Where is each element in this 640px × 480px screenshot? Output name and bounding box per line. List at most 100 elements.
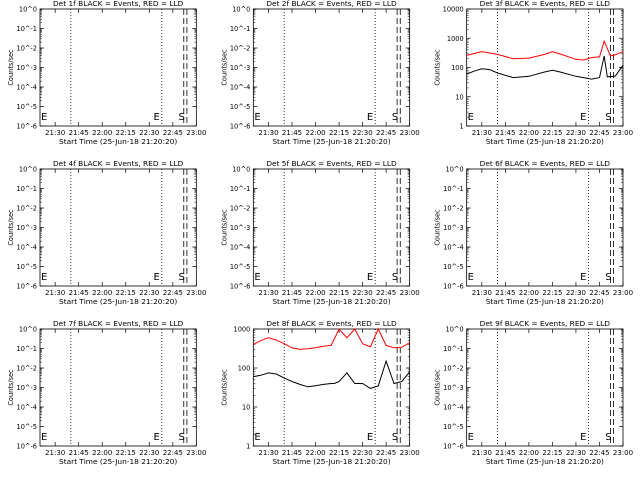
plot-frame (466, 8, 624, 127)
y-tick-label: 10^-2 (443, 365, 464, 373)
plot-frame (252, 8, 411, 127)
plot-frame (252, 328, 411, 447)
y-tick-label: 10^-3 (17, 64, 38, 72)
x-axis-label: Start Time (25-Jun-18 21:20:20) (272, 457, 390, 466)
chart-title: Det 5f BLACK = Events, RED = LLD (266, 159, 397, 168)
chart-panel: Det 2f BLACK = Events, RED = LLD 21:30 21:… (220, 0, 419, 146)
x-tick-label: 21:30 (45, 289, 65, 297)
y-axis-label: Counts/sec (7, 369, 15, 406)
y-tick-label: 10^-4 (443, 404, 464, 412)
y-tick-label: 1000 (234, 326, 251, 334)
chart-title: Det 7f BLACK = Events, RED = LLD (53, 319, 184, 328)
y-tick-label: 10^-2 (17, 45, 38, 53)
chart-panel: Det 7f BLACK = Events, RED = LLD 21:30 21:… (7, 319, 206, 466)
x-tick-label: 23:00 (613, 449, 633, 457)
chart-title: Det 3f BLACK = Events, RED = LLD (480, 0, 611, 8)
y-tick-label: 1000 (447, 35, 464, 43)
x-tick-label: 23:00 (400, 289, 420, 297)
series-line (466, 39, 624, 61)
marker-label: E (468, 432, 474, 443)
y-tick-label: 10^-6 (17, 443, 38, 451)
x-tick-label: 21:30 (45, 449, 65, 457)
x-tick-label: 22:45 (376, 289, 396, 297)
y-axis-label: Counts/sec (220, 209, 228, 246)
x-tick-label: 22:00 (305, 129, 325, 137)
x-tick-label: 21:45 (495, 129, 515, 137)
x-tick-label: 21:45 (495, 449, 515, 457)
y-axis-label: Counts/sec (220, 49, 228, 86)
x-axis-label: Start Time (25-Jun-18 21:20:20) (486, 137, 604, 146)
x-tick-label: 21:45 (282, 129, 302, 137)
x-tick-label: 22:15 (329, 129, 349, 137)
marker-label: S (605, 432, 611, 443)
x-tick-label: 22:15 (116, 449, 136, 457)
x-tick-label: 22:15 (116, 129, 136, 137)
y-tick-label: 10^-4 (17, 244, 38, 252)
marker-label: E (580, 272, 586, 283)
y-tick-label: 10^0 (19, 326, 37, 334)
marker-label: S (605, 272, 611, 283)
y-tick-label: 10^0 (446, 326, 464, 334)
y-tick-label: 10^-3 (443, 224, 464, 232)
x-tick-label: 23:00 (186, 289, 206, 297)
y-tick-label: 10^-6 (17, 283, 38, 291)
y-tick-label: 10^-6 (230, 283, 251, 291)
x-tick-label: 23:00 (186, 129, 206, 137)
x-tick-label: 23:00 (400, 449, 420, 457)
x-tick-label: 23:00 (613, 129, 633, 137)
x-axis-label: Start Time (25-Jun-18 21:20:20) (486, 457, 604, 466)
y-tick-label: 10^-1 (443, 185, 464, 193)
y-tick-label: 1 (246, 443, 250, 451)
y-tick-label: 10^-2 (443, 205, 464, 213)
x-tick-label: 22:15 (542, 129, 562, 137)
chart-panel: Det 9f BLACK = Events, RED = LLD 21:30 21:… (434, 319, 633, 466)
x-tick-label: 22:30 (139, 449, 159, 457)
y-tick-label: 10^0 (446, 166, 464, 174)
x-tick-label: 22:45 (163, 129, 183, 137)
y-tick-label: 10^-1 (17, 25, 38, 33)
plot-frame (39, 328, 197, 447)
y-tick-label: 10^-5 (17, 263, 38, 271)
x-tick-label: 22:45 (163, 449, 183, 457)
y-tick-label: 10^-5 (230, 263, 251, 271)
x-tick-label: 22:45 (589, 289, 609, 297)
y-tick-label: 10^-5 (443, 263, 464, 271)
x-tick-label: 22:30 (139, 129, 159, 137)
plot-frame (466, 168, 624, 287)
x-axis-label: Start Time (25-Jun-18 21:20:20) (59, 457, 177, 466)
x-tick-label: 21:30 (472, 129, 492, 137)
marker-label: E (468, 112, 474, 123)
y-tick-label: 10^-3 (17, 224, 38, 232)
x-axis-label: Start Time (25-Jun-18 21:20:20) (272, 137, 390, 146)
chart-panel: Det 8f BLACK = Events, RED = LLD 21:30 21:… (220, 319, 419, 466)
marker-label: E (580, 112, 586, 123)
x-tick-label: 21:45 (69, 449, 89, 457)
y-tick-label: 10^-5 (443, 423, 464, 431)
y-tick-label: 10000 (443, 6, 464, 14)
x-tick-label: 21:45 (69, 129, 89, 137)
y-tick-label: 10^-1 (443, 345, 464, 353)
x-tick-label: 23:00 (186, 449, 206, 457)
x-tick-label: 22:00 (519, 289, 539, 297)
series-line (253, 327, 410, 350)
y-tick-label: 10^-4 (230, 244, 251, 252)
chart-panel: Det 3f BLACK = Events, RED = LLD 21:30 21:… (434, 0, 633, 146)
plot-frame (39, 8, 197, 127)
y-tick-label: 10^-3 (443, 384, 464, 392)
marker-label: E (153, 272, 159, 283)
marker-label: E (580, 432, 586, 443)
chart-title: Det 8f BLACK = Events, RED = LLD (266, 319, 397, 328)
marker-label: E (367, 112, 373, 123)
y-tick-label: 10^-5 (17, 103, 38, 111)
x-tick-label: 22:30 (566, 129, 586, 137)
marker-label: E (41, 272, 47, 283)
y-tick-label: 1 (459, 123, 463, 131)
x-tick-label: 22:15 (542, 289, 562, 297)
x-tick-label: 22:30 (353, 449, 373, 457)
y-tick-label: 10^-3 (230, 224, 251, 232)
marker-label: E (153, 112, 159, 123)
x-tick-label: 23:00 (613, 289, 633, 297)
x-tick-label: 22:45 (163, 289, 183, 297)
y-axis-label: Counts/sec (434, 369, 442, 406)
